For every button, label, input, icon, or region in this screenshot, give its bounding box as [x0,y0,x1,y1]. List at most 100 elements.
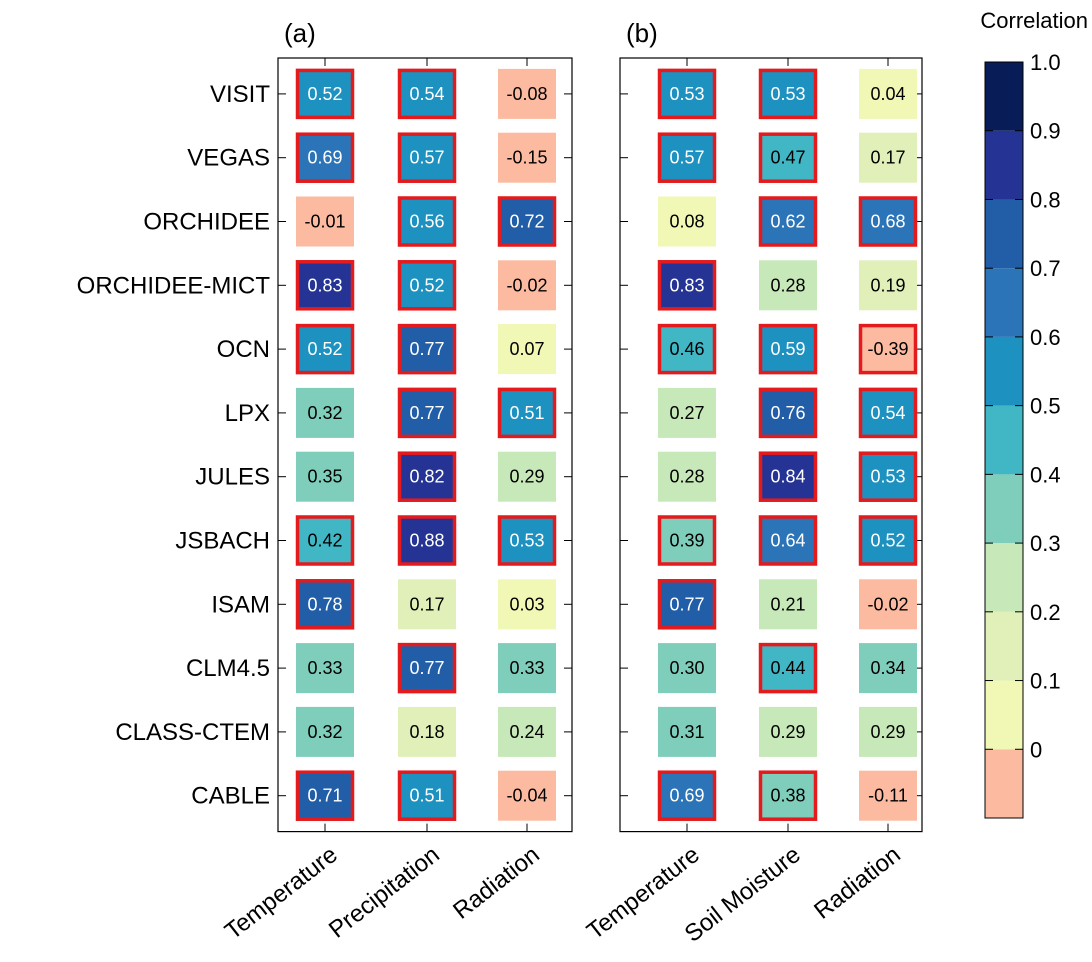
cell-value-label: 0.52 [409,275,444,295]
cell-value-label: -0.01 [304,212,345,232]
cell-value-label: 0.69 [669,786,704,806]
heatmap-cell [759,515,817,566]
cell-value-label: 0.17 [870,148,905,168]
cell-value-label: 0.53 [509,531,544,551]
cell-value-label: 0.77 [409,339,444,359]
cell-value-label: 0.31 [669,722,704,742]
heatmap-cell [498,132,556,183]
heatmap-cell [398,196,456,247]
heatmap-cell [398,770,456,821]
significance-outline [397,451,457,502]
heatmap-cell [759,706,817,757]
heatmap-cell [759,196,817,247]
row-label: LPX [225,400,270,427]
heatmap-cell [658,770,716,821]
cell-value-label: 0.29 [870,722,905,742]
cell-value-label: 0.29 [509,467,544,487]
significance-outline [397,196,457,247]
significance-outline [758,642,818,694]
heatmap-cell [296,324,354,375]
panel-b: (b) 0.53 0.53 0.04 0.57 0.47 0.17 0.08 0.62 0.68 0… [582,18,923,948]
significance-outline [397,387,457,439]
significance-outline [758,196,818,247]
colorbar-bin [985,543,1023,612]
cell-value-label: 0.82 [409,467,444,487]
colorbar-tick-label: 0.1 [1030,669,1061,694]
cell-value-label: 0.04 [870,84,905,104]
significance-outline [657,323,717,375]
cell-value-label: 0.84 [770,467,805,487]
significance-outline [758,451,818,502]
cell-value-label: 0.59 [770,339,805,359]
significance-outline [858,515,918,566]
significance-outline [858,323,918,375]
cell-value-label: 0.38 [770,786,805,806]
cell-value-label: 0.54 [409,84,444,104]
heatmap-cell [859,579,917,630]
significance-outline [758,323,818,375]
column-label: Precipitation [324,841,445,944]
colorbar-frame [984,61,1024,819]
colorbar-tick-label: 0.8 [1030,187,1061,212]
panel-frame [619,57,923,833]
column-label: Radiation [809,841,906,925]
heatmap-cell [658,132,716,183]
colorbar-bin [985,336,1023,406]
heatmap-cell [498,387,556,438]
heatmap-cell [398,515,456,566]
colorbar-bin [985,130,1023,200]
heatmap-cell [296,68,354,119]
heatmap-cell [759,132,817,183]
heatmap-cell [498,324,556,375]
heatmap-cell [759,387,817,438]
significance-outline [657,770,717,821]
heatmap-cell [658,260,716,311]
row-label: CLM4.5 [186,655,270,682]
heatmap-cell [859,132,917,183]
cell-value-label: 0.57 [409,148,444,168]
colorbar: 0 0.1 0.2 0.3 0.4 0.5 0.6 0.7 0.8 0.9 1.0 Correlati… [980,8,1088,819]
heatmap-cell [398,132,456,183]
significance-outline [858,387,918,439]
significance-outline [397,770,457,821]
cell-value-label: 0.76 [770,403,805,423]
heatmap-cell [658,451,716,502]
heatmap-cell [759,451,817,502]
cell-value-label: 0.18 [409,722,444,742]
significance-outline [758,515,818,566]
significance-outline [397,642,457,694]
cell-value-label: 0.77 [409,658,444,678]
colorbar-tick-label: 0.2 [1030,600,1061,625]
heatmap-cell [296,387,354,438]
colorbar-tick-label: 0.4 [1030,462,1061,487]
cell-value-label: 0.54 [870,403,905,423]
heatmap-cell [296,515,354,566]
heatmap-cell [859,196,917,247]
cell-value-label: 0.57 [669,148,704,168]
cell-value-label: 0.44 [770,658,805,678]
row-label: VEGAS [187,145,270,172]
panel-a: (a) VISIT 0.52 0.54 -0.08 VEGAS 0.69 0.57 -0.15 O… [77,18,573,945]
significance-outline [858,451,918,502]
significance-outline [295,515,355,566]
cell-value-label: 0.71 [307,786,342,806]
colorbar-tick-label: 0.7 [1030,256,1061,281]
cell-value-label: 0.32 [307,403,342,423]
heatmap-cell [859,387,917,438]
colorbar-tick-label: 0.5 [1030,394,1061,419]
heatmap-cell [398,643,456,694]
heatmap-cell [759,579,817,630]
colorbar-bin [985,749,1023,818]
significance-outline [657,515,717,566]
cell-value-label: 0.51 [409,786,444,806]
row-label: OCN [217,336,270,363]
row-label: JSBACH [175,528,270,555]
cell-value-label: 0.68 [870,212,905,232]
heatmap-cell [859,68,917,119]
heatmap-cell [498,579,556,630]
heatmap-cell [498,260,556,311]
cell-value-label: 0.35 [307,467,342,487]
cell-value-label: 0.29 [770,722,805,742]
significance-outline [295,260,355,311]
significance-outline [758,770,818,821]
